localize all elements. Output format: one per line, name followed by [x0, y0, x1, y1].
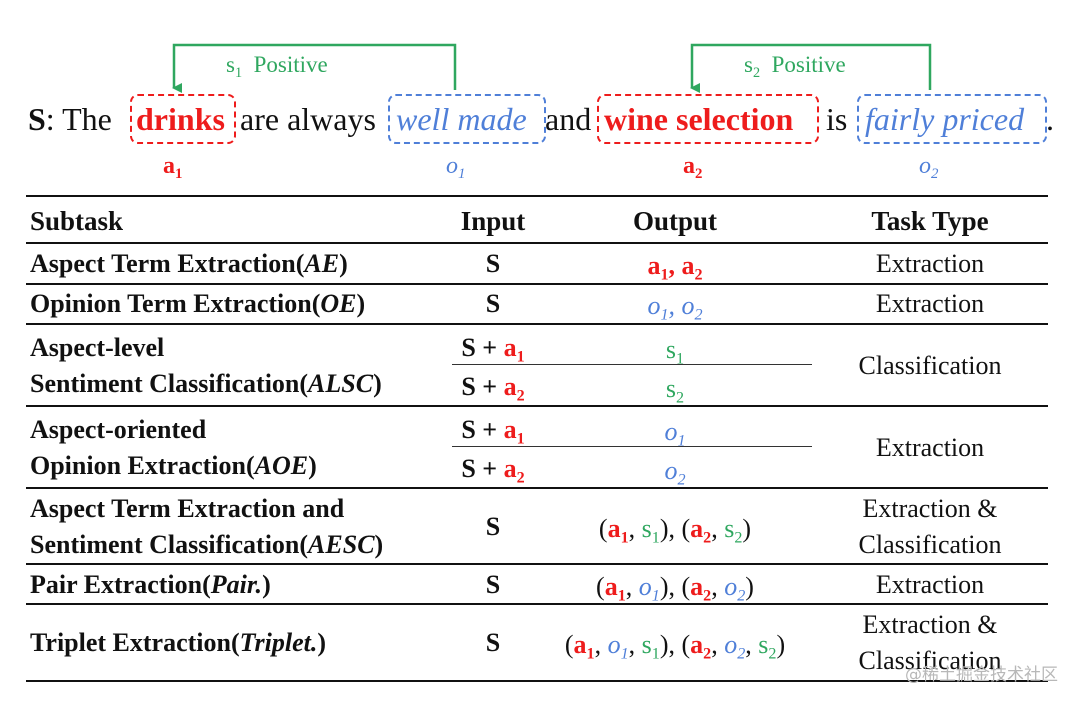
opinion-box-2 — [857, 94, 1047, 144]
row-aoe-subtask-line1: Aspect-oriented — [30, 415, 207, 444]
row-pair-input: S — [485, 570, 501, 599]
row-alsc-inner-rule — [452, 364, 812, 365]
row-alsc-subtask-line1: Aspect-level — [30, 333, 165, 362]
row-ae-subtask: Aspect Term Extraction(AE) — [30, 249, 348, 278]
header-input: Input — [460, 206, 526, 236]
row-aesc-subtask-line2: Sentiment Classification(AESC) — [30, 530, 384, 559]
sentence-prefix: S: The — [28, 101, 112, 137]
row-aoe-task-type: Extraction — [875, 433, 985, 462]
row-aoe-output-2: o2 — [664, 456, 686, 489]
row-pair-task-type: Extraction — [875, 570, 985, 599]
row-aoe-input-1: S + a1 — [461, 415, 525, 448]
row-ae-output: a1, a2 — [647, 251, 703, 284]
relation-label-2: s2 Positive — [744, 52, 846, 81]
aspect-term-2: wine selection — [604, 101, 794, 137]
aspect-label-2: a2 — [683, 153, 703, 183]
row-triplet-subtask: Triplet Extraction(Triplet.) — [30, 628, 327, 657]
aspect-label-1: a1 — [163, 153, 183, 183]
row-ae-task-type: Extraction — [875, 249, 985, 278]
table-top-rule — [26, 195, 1048, 197]
row-pair-subtask: Pair Extraction(Pair.) — [30, 570, 271, 599]
opinion-label-2: o2 — [919, 153, 939, 183]
table-row-rule — [26, 563, 1048, 565]
row-aoe-output-1: o1 — [664, 417, 686, 450]
row-aesc-subtask-line1: Aspect Term Extraction and — [30, 494, 345, 523]
row-alsc-input-2: S + a2 — [461, 372, 525, 405]
row-alsc-task-type: Classification — [858, 351, 1002, 380]
row-triplet-input: S — [485, 628, 501, 657]
table-row-rule — [26, 323, 1048, 325]
aspect-term-1: drinks — [136, 101, 225, 137]
table-row-rule — [26, 487, 1048, 489]
header-task-type: Task Type — [871, 206, 989, 236]
opinion-term-1: well made — [396, 101, 527, 137]
row-pair-output: (a1, o1), (a2, o2) — [596, 572, 754, 605]
opinion-term-2: fairly priced — [865, 101, 1025, 137]
row-oe-output: o1, o2 — [647, 291, 703, 324]
row-aesc-task-type-line1: Extraction & — [862, 494, 998, 523]
row-oe-input: S — [485, 289, 501, 318]
row-triplet-output: (a1, o1, s1), (a2, o2, s2) — [564, 630, 786, 663]
table-bottom-rule — [26, 680, 1048, 682]
row-oe-subtask: Opinion Term Extraction(OE) — [30, 289, 366, 318]
row-oe-task-type: Extraction — [875, 289, 985, 318]
sentence-end: . — [1046, 101, 1054, 137]
header-subtask: Subtask — [30, 206, 124, 236]
row-triplet-task-type-line1: Extraction & — [862, 610, 998, 639]
aspect-box-2 — [597, 94, 819, 144]
relation-arrow-2 — [690, 43, 932, 93]
sentence-text-2: and — [545, 101, 592, 137]
row-aesc-input: S — [485, 512, 501, 541]
sentence-text-3: is — [826, 101, 848, 137]
opinion-box-1 — [388, 94, 546, 144]
example-sentence-panel: s1 Positive s2 Positive S: The drinks ar… — [0, 0, 1080, 195]
table-row-rule — [26, 603, 1048, 605]
row-alsc-output-2: s2 — [665, 374, 685, 407]
watermark: @稀土掘金技术社区 — [905, 665, 1058, 685]
aspect-box-1 — [130, 94, 236, 144]
row-aesc-task-type-line2: Classification — [858, 530, 1002, 559]
table-row-rule — [26, 405, 1048, 407]
row-aesc-output: (a1, s1), (a2, s2) — [598, 514, 752, 547]
row-aoe-subtask-line2: Opinion Extraction(AOE) — [30, 451, 317, 480]
row-aoe-input-2: S + a2 — [461, 454, 525, 487]
row-alsc-input-1: S + a1 — [461, 333, 525, 366]
relation-label-1: s1 Positive — [226, 52, 328, 81]
relation-arrows — [172, 43, 932, 93]
relation-arrow-1 — [172, 43, 457, 93]
row-aoe-inner-rule — [452, 446, 812, 447]
row-alsc-output-1: s1 — [665, 335, 685, 368]
table-row-rule — [26, 283, 1048, 285]
sentence-text-1: are always — [240, 101, 376, 137]
header-output: Output — [632, 206, 718, 236]
row-triplet-task-type-line2: Classification — [858, 646, 1002, 675]
row-alsc-subtask-line2: Sentiment Classification(ALSC) — [30, 369, 382, 398]
row-ae-input: S — [485, 249, 501, 278]
opinion-label-1: o1 — [446, 153, 466, 183]
table-header-rule — [26, 242, 1048, 244]
